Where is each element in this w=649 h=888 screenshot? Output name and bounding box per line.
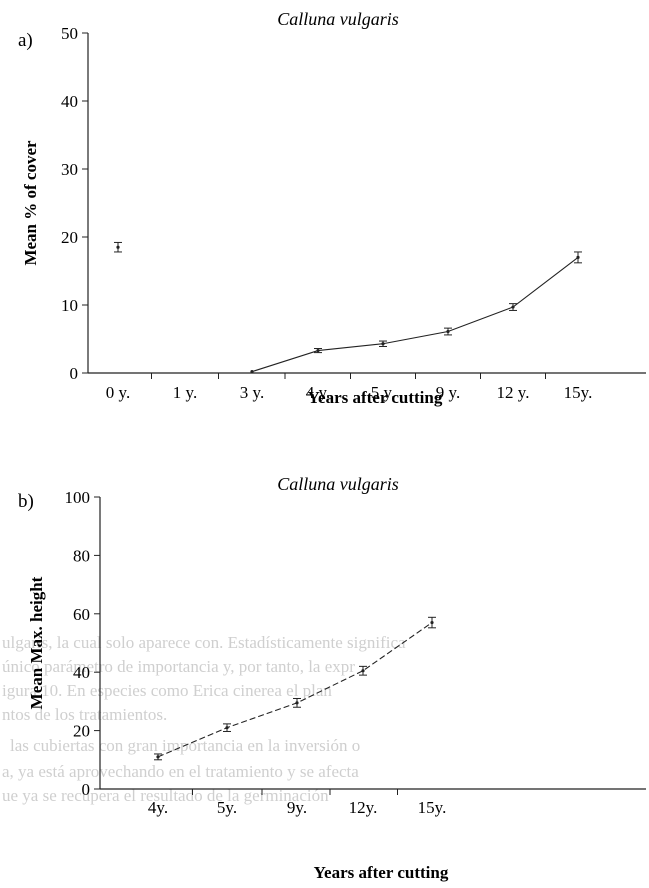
chart-panel-a: Calluna vulgaris a) 0 10 20 30 40 50 0 y. 1 y. 3 y…	[18, 9, 646, 407]
y-tick-label: 50	[61, 24, 78, 43]
data-point	[295, 701, 299, 705]
x-axis-label: Years after cutting	[308, 388, 443, 407]
y-tick-label: 40	[73, 663, 90, 682]
data-point	[116, 245, 120, 249]
y-tick-label: 10	[61, 296, 78, 315]
chart-title: Calluna vulgaris	[277, 9, 399, 29]
x-tick-label: 4 y.	[306, 383, 330, 402]
background-text-line: ue ya se recupera el resultado de la ger…	[2, 786, 329, 805]
x-tick-label: 9 y.	[436, 383, 460, 402]
series-line	[251, 256, 579, 373]
data-point	[250, 370, 254, 374]
data-point	[576, 255, 580, 259]
background-text-line: ulgaris, la cual solo aparece con. Estad…	[2, 633, 406, 652]
data-point	[381, 342, 385, 346]
background-text-line: a, ya está aprovechando en el tratamient…	[2, 762, 359, 781]
x-tick-label: 1 y.	[173, 383, 197, 402]
background-page-text: ulgaris, la cual solo aparece con. Estad…	[2, 633, 406, 805]
background-text-line: ntos de los tratamientos.	[2, 705, 167, 724]
y-tick-label: 40	[61, 92, 78, 111]
y-tick-label: 0	[82, 780, 91, 799]
x-tick-label: 4y.	[148, 798, 168, 817]
data-point	[361, 669, 365, 673]
data-point	[430, 620, 434, 625]
background-text-line: único parámetro de importancia y, por ta…	[2, 657, 355, 676]
data-point	[511, 305, 515, 309]
y-axis-label: Mean % of cover	[21, 140, 40, 266]
x-tick-label: 12y.	[349, 798, 378, 817]
y-tick-label: 80	[73, 546, 90, 565]
data-point	[225, 726, 229, 730]
chart-title: Calluna vulgaris	[277, 474, 399, 494]
y-axis-label: Mean Max. height	[27, 576, 46, 709]
background-text-line: igura 10. En especies como Erica cinerea…	[2, 681, 332, 700]
chart-panel-b: Calluna vulgaris b) 0 20 40 60 80 100 4y. 5y. 9y. 1…	[18, 474, 646, 882]
panel-label: b)	[18, 491, 34, 512]
y-tick-label: 100	[65, 488, 91, 507]
x-tick-label: 3 y.	[240, 383, 264, 402]
data-point	[316, 348, 320, 353]
x-tick-label: 0 y.	[106, 383, 130, 402]
x-tick-label: 5y.	[217, 798, 237, 817]
y-tick-label: 30	[61, 160, 78, 179]
y-tick-label: 20	[61, 228, 78, 247]
y-tick-label: 0	[70, 364, 79, 383]
x-tick-label: 12 y.	[497, 383, 530, 402]
x-tick-label: 9y.	[287, 798, 307, 817]
x-tick-label: 15y.	[564, 383, 593, 402]
x-tick-label: 5 y.	[371, 383, 395, 402]
panel-label: a)	[18, 30, 33, 51]
data-point	[156, 755, 160, 759]
data-point	[446, 329, 450, 334]
y-tick-label: 60	[73, 605, 90, 624]
x-tick-label: 15y.	[418, 798, 447, 817]
y-tick-label: 20	[73, 722, 90, 741]
x-axis-label: Years after cutting	[314, 863, 449, 882]
